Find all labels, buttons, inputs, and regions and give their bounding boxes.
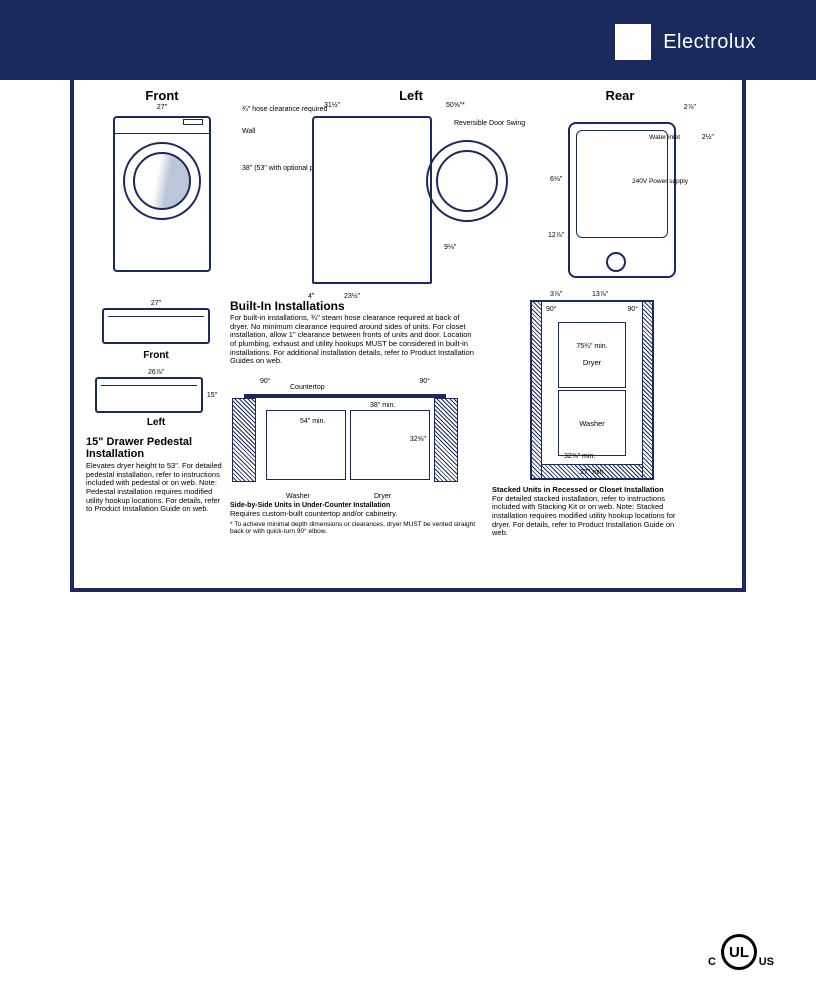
ul-c-label: C bbox=[708, 956, 716, 968]
builtin-section: Built-In Installations For built-in inst… bbox=[230, 300, 478, 570]
stacked-washer-box: Washer bbox=[558, 390, 626, 456]
builtin-title: Built-In Installations bbox=[230, 300, 478, 313]
dim-stacked-32: 32⅝" min. bbox=[564, 453, 595, 460]
pedestal-height-dim: 15" bbox=[207, 392, 217, 399]
dim-builtin-54: 54" min. bbox=[300, 418, 325, 425]
stacked-washer-label: Washer bbox=[579, 419, 605, 428]
bottom-sections-row: 27" Front 26⅞" 15" Left 15" Drawer Pedes… bbox=[86, 300, 730, 570]
front-control-panel bbox=[115, 124, 209, 134]
stacked-dryer-label: Dryer bbox=[583, 358, 601, 367]
dim-builtin-90r: 90° bbox=[419, 378, 430, 385]
cabinet-right bbox=[434, 398, 458, 482]
builtin-footnote: * To achieve minimal depth dimensions or… bbox=[230, 521, 478, 535]
pedestal-left-box bbox=[95, 377, 203, 413]
front-side-notes: ¾" hose clearance required Wall 38" (53"… bbox=[242, 88, 292, 298]
dim-left-23: 23½" bbox=[344, 293, 360, 300]
pedestal-front-label: Front bbox=[86, 350, 226, 361]
builtin-subtext: Requires custom-built countertop and/or … bbox=[230, 510, 478, 519]
brand-name: Electrolux bbox=[663, 31, 756, 54]
pedestal-text: Elevates dryer height to 53". For detail… bbox=[86, 462, 226, 514]
top-views-row: Front 27" ¾" hose clearance required Wal… bbox=[86, 88, 730, 298]
dim-front-height: 38" (53" with optional pedestal) bbox=[242, 165, 292, 173]
rear-vent-circle bbox=[606, 252, 626, 272]
builtin-dryer-label: Dryer bbox=[374, 493, 391, 500]
front-view-column: Front 27" bbox=[86, 88, 238, 298]
dim-left-9: 9⅛" bbox=[444, 244, 456, 251]
dim-rear-2: 2½" bbox=[702, 134, 714, 141]
door-swing-label: Reversible Door Swing bbox=[454, 120, 525, 128]
wall-label: Wall bbox=[242, 128, 292, 135]
ul-certification-logo: UL C US bbox=[710, 934, 768, 976]
dim-left-depth-door: 50⅝"* bbox=[446, 102, 465, 109]
dim-rear-6: 6⅛" bbox=[550, 176, 562, 183]
left-door-inner bbox=[436, 150, 498, 212]
dim-stacked-90r: 90° bbox=[627, 306, 638, 313]
left-view-title: Left bbox=[296, 88, 526, 103]
builtin-washer-label: Washer bbox=[286, 493, 310, 500]
dim-stacked-90l: 90° bbox=[546, 306, 557, 313]
builtin-text: For built-in installations, ¾" steam hos… bbox=[230, 314, 478, 366]
dim-stacked-75: 75¾" min. bbox=[576, 343, 607, 350]
dim-builtin-32: 32⅝" bbox=[410, 436, 426, 443]
header-band: Electrolux bbox=[0, 0, 816, 80]
stacked-diagram: 90° 90° 75¾" min. Dryer Washer 32⅝" min.… bbox=[530, 300, 654, 480]
dim-builtin-38: 38" min. bbox=[370, 402, 395, 409]
rear-view-column: Rear 2⅞" 2½" Water inlet 240V Power supp… bbox=[530, 88, 710, 298]
front-door-glass bbox=[133, 152, 191, 210]
dim-left-depth: 31½" bbox=[324, 102, 340, 109]
dim-rear-top: 2⅞" bbox=[684, 104, 696, 111]
stacked-wall-right bbox=[642, 302, 652, 478]
dim-rear-13: 13⅞" bbox=[592, 291, 608, 298]
dim-builtin-90l: 90° bbox=[260, 378, 271, 385]
left-view-column: Left 31½" 50⅝"* Reversible Door Swing 4"… bbox=[296, 88, 526, 298]
pedestal-left-label: Left bbox=[86, 417, 226, 428]
stacked-text: For detailed stacked installation, refer… bbox=[492, 495, 692, 538]
builtin-diagram: 90° Countertop 90° 38" min. 54" min. 32⅝… bbox=[230, 370, 460, 490]
power-supply-label: 240V Power supply bbox=[632, 178, 688, 185]
rear-appliance-drawing: 2⅞" 2½" Water inlet 240V Power supply 6⅛… bbox=[550, 104, 710, 294]
specification-diagram: Front 27" ¾" hose clearance required Wal… bbox=[70, 80, 746, 592]
countertop-bar bbox=[244, 394, 446, 398]
brand-container: Electrolux bbox=[615, 24, 756, 60]
pedestal-front-box bbox=[102, 308, 210, 344]
pedestal-section: 27" Front 26⅞" 15" Left 15" Drawer Pedes… bbox=[86, 300, 226, 570]
front-view-title: Front bbox=[86, 88, 238, 103]
front-appliance-drawing: 27" bbox=[107, 104, 217, 272]
rear-view-title: Rear bbox=[530, 88, 710, 103]
stacked-wall-left bbox=[532, 302, 542, 478]
brand-logo-square bbox=[615, 24, 651, 60]
pedestal-dim-27: 27" bbox=[86, 300, 226, 307]
front-display bbox=[183, 119, 203, 125]
dim-left-4: 4" bbox=[308, 293, 314, 300]
ul-inner-text: UL bbox=[729, 944, 749, 961]
left-body bbox=[312, 116, 432, 284]
pedestal-dim-26: 26⅞" bbox=[86, 369, 226, 376]
builtin-dryer-box bbox=[350, 410, 430, 480]
stacked-section: 90° 90° 75¾" min. Dryer Washer 32⅝" min.… bbox=[492, 300, 692, 570]
dim-rear-12: 12⅞" bbox=[548, 232, 564, 239]
dim-rear-3: 3⅞" bbox=[550, 291, 562, 298]
pedestal-title: 15" Drawer Pedestal Installation bbox=[86, 436, 226, 460]
left-appliance-drawing: 31½" 50⅝"* Reversible Door Swing 4" 23½"… bbox=[296, 104, 516, 294]
dim-front-width: 27" bbox=[107, 104, 217, 111]
stacked-dryer-box: 75¾" min. Dryer bbox=[558, 322, 626, 388]
ul-circle: UL bbox=[721, 934, 757, 970]
hose-clearance-note: ¾" hose clearance required bbox=[242, 106, 292, 114]
cabinet-left bbox=[232, 398, 256, 482]
ul-us-label: US bbox=[759, 956, 774, 968]
countertop-label: Countertop bbox=[290, 384, 325, 391]
dim-stacked-27: 27" min. bbox=[580, 469, 605, 476]
water-inlet-label: Water inlet bbox=[649, 134, 680, 141]
